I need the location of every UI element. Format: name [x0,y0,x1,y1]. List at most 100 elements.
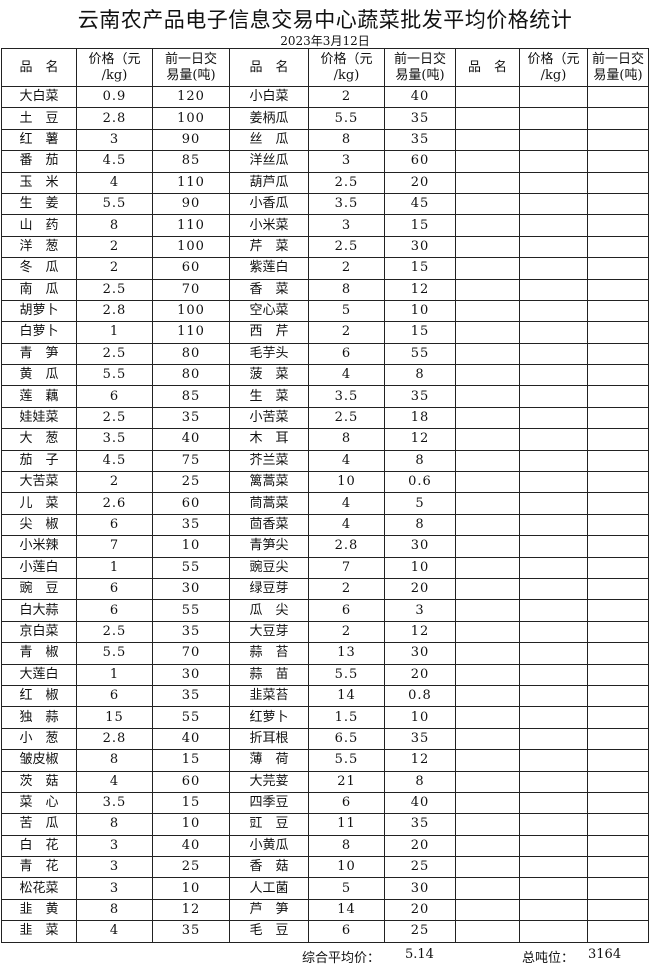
empty-cell [519,749,588,772]
empty-cell [587,620,649,644]
middle-item-volume: 35 [384,727,456,751]
left-item-price: 2.6 [76,492,153,515]
header-price-line1: 价格（元 [320,51,373,67]
empty-cell [587,278,649,301]
empty-cell [519,471,588,494]
left-item-name: 京白菜 [1,620,77,644]
left-item-volume: 110 [152,214,230,237]
left-item-name: 白萝卜 [1,321,77,344]
middle-item-price: 1.5 [308,706,385,729]
table-row: 茄 子 4.5 75 芥兰菜 4 8 [1,449,649,473]
table-row: 小莲白 1 55 豌豆尖 7 10 [1,556,649,579]
empty-cell [519,813,588,836]
left-item-name: 红 薯 [1,128,77,152]
middle-item-name: 小香瓜 [229,192,309,216]
empty-cell [587,214,649,237]
left-item-volume: 60 [152,257,230,280]
empty-cell [587,834,649,858]
empty-cell [455,684,520,708]
empty-cell [587,663,649,686]
middle-item-volume: 10 [384,706,456,729]
middle-item-volume: 18 [384,406,456,430]
middle-item-name: 空心菜 [229,299,309,323]
empty-cell [587,85,649,109]
left-item-name: 苦 瓜 [1,813,77,836]
empty-cell [587,706,649,729]
empty-cell [587,150,649,173]
table-row: 玉 米 4 110 葫芦瓜 2.5 20 [1,171,649,194]
middle-item-volume: 55 [384,342,456,366]
middle-item-price: 13 [308,642,385,665]
left-item-name: 茄 子 [1,449,77,473]
middle-item-volume: 40 [384,791,456,815]
left-item-name: 小 葱 [1,727,77,751]
left-item-price: 1 [76,663,153,686]
empty-cell [519,257,588,280]
table-row: 小米辣 7 10 青笋尖 2.8 30 [1,535,649,558]
left-item-name: 土 豆 [1,107,77,130]
left-item-volume: 10 [152,813,230,836]
left-item-price: 1 [76,556,153,579]
left-item-name: 菜 心 [1,791,77,815]
left-item-name: 松花菜 [1,877,77,900]
middle-item-price: 6 [308,599,385,622]
middle-item-name: 香 菇 [229,856,309,879]
table-row: 生 姜 5.5 90 小香瓜 3.5 45 [1,192,649,216]
left-item-volume: 10 [152,877,230,900]
middle-item-volume: 35 [384,813,456,836]
middle-item-name: 木 耳 [229,428,309,451]
left-item-price: 3.5 [76,428,153,451]
left-item-price: 8 [76,898,153,922]
empty-cell [519,770,588,793]
left-item-volume: 90 [152,192,230,216]
empty-cell [519,513,588,537]
empty-cell [455,856,520,879]
empty-cell [519,299,588,323]
empty-cell [455,385,520,408]
table-row: 娃娃菜 2.5 35 小苦菜 2.5 18 [1,406,649,430]
middle-item-name: 芥兰菜 [229,449,309,473]
middle-item-price: 2.5 [308,235,385,259]
empty-cell [455,128,520,152]
left-item-price: 7 [76,535,153,558]
left-item-volume: 70 [152,642,230,665]
empty-cell [519,535,588,558]
middle-item-volume: 3 [384,599,456,622]
left-item-volume: 70 [152,278,230,301]
empty-cell [455,920,520,943]
header-price: 价格（元/kg) [519,48,588,87]
middle-item-price: 5 [308,299,385,323]
middle-item-name: 蒜 苔 [229,642,309,665]
middle-item-price: 2.5 [308,171,385,194]
header-row: 品 名 价格（元/kg) 前一日交 易量(吨) 品 名 价格（元/kg) 前一日交… [1,48,649,87]
empty-cell [455,513,520,537]
empty-cell [455,428,520,451]
table-row: 大莲白 1 30 蒜 苗 5.5 20 [1,663,649,686]
average-price-value: 5.14 [405,947,434,962]
left-item-volume: 75 [152,449,230,473]
left-item-name: 独 蒜 [1,706,77,729]
left-item-price: 2.8 [76,727,153,751]
empty-cell [519,321,588,344]
left-item-price: 6 [76,513,153,537]
empty-cell [455,85,520,109]
left-item-price: 2.5 [76,406,153,430]
middle-item-price: 5.5 [308,663,385,686]
empty-cell [587,449,649,473]
middle-item-volume: 45 [384,192,456,216]
middle-item-name: 菠 菜 [229,364,309,387]
empty-cell [455,257,520,280]
middle-item-price: 3 [308,214,385,237]
middle-item-volume: 60 [384,150,456,173]
empty-cell [519,406,588,430]
empty-cell [587,856,649,879]
left-item-price: 2 [76,471,153,494]
empty-cell [519,278,588,301]
middle-item-volume: 30 [384,235,456,259]
left-item-name: 白 花 [1,834,77,858]
middle-item-price: 5 [308,877,385,900]
middle-item-name: 芹 菜 [229,235,309,259]
empty-cell [587,171,649,194]
header-volume-line1: 前一日交 [393,51,446,67]
